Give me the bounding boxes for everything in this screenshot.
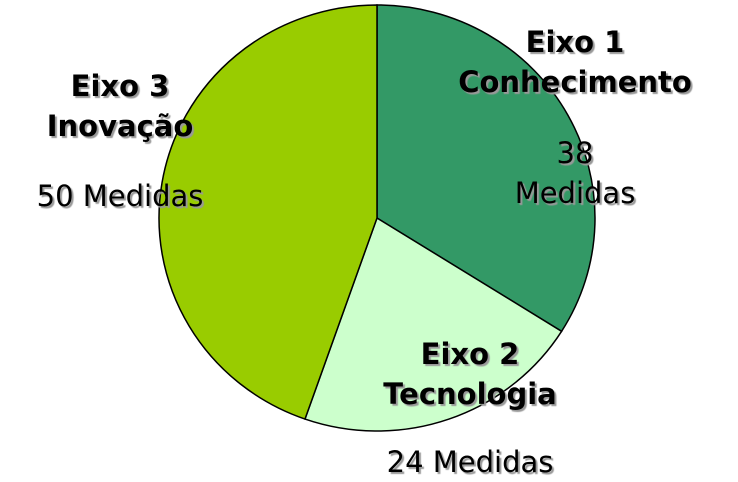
slice-label: Eixo 2 Tecnologia [383, 337, 557, 411]
pie-slice [304, 216, 563, 432]
pie-slice [158, 4, 378, 420]
slice-label: Eixo 3 Inovação [46, 69, 194, 143]
value-label: 38 Medidas [514, 136, 636, 210]
value-label: 50 Medidas [36, 179, 204, 213]
pie-slice [376, 4, 596, 333]
slice-label: Eixo 1 Conhecimento [458, 25, 692, 99]
value-label: 24 Medidas [386, 445, 554, 479]
